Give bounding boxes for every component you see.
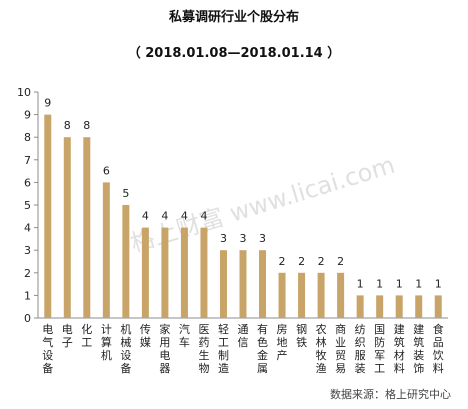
y-tick-label: 3 [24, 244, 31, 257]
x-tick-label: 通信 [238, 323, 249, 349]
bar [200, 227, 208, 318]
y-tick-label: 8 [24, 131, 31, 144]
bar [434, 295, 442, 318]
chart-title: 私募调研行业个股分布 [169, 9, 299, 25]
data-label: 4 [200, 210, 207, 223]
bar [337, 272, 345, 318]
bar [415, 295, 423, 318]
y-tick-label: 1 [24, 289, 31, 302]
x-tick-label: 农林牧渔 [316, 322, 327, 375]
bar [122, 205, 130, 318]
y-tick-label: 6 [24, 176, 31, 189]
bar [219, 250, 227, 318]
x-tick-label: 商业贸易 [335, 322, 346, 375]
bar [395, 295, 403, 318]
x-tick-label: 医药生物 [198, 323, 209, 375]
x-tick-label: 国防军工 [374, 323, 385, 375]
data-label: 3 [259, 232, 266, 245]
data-label: 9 [44, 97, 51, 110]
data-label: 2 [298, 255, 305, 268]
data-label: 1 [435, 277, 442, 290]
bar [376, 295, 384, 318]
y-tick-label: 2 [24, 267, 31, 280]
bar [83, 137, 91, 318]
x-tick-label: 建筑材料 [394, 322, 405, 375]
data-label: 3 [220, 232, 227, 245]
data-label: 3 [240, 232, 247, 245]
bar [278, 272, 286, 318]
data-label: 8 [64, 119, 71, 132]
bar [356, 295, 364, 318]
y-tick-label: 9 [24, 109, 31, 122]
x-tick-label: 食品饮料 [433, 322, 444, 375]
chart-subtitle: （ 2018.01.08—2018.01.14 ） [128, 45, 341, 61]
data-label: 8 [83, 119, 90, 132]
x-tick-label: 纺织服装 [355, 322, 366, 375]
data-label: 5 [122, 187, 129, 200]
bar [141, 227, 149, 318]
x-tick-label: 传媒 [140, 323, 151, 349]
x-tick-label: 机械设备 [120, 322, 131, 375]
x-axis-labels: 电气设备电子化工计算机机械设备传媒家用电器汽车医药生物轻工制造通信有色金属房地产… [42, 322, 443, 375]
bar [161, 227, 169, 318]
x-tick-label: 房地产 [277, 323, 288, 362]
data-label: 4 [161, 210, 168, 223]
data-label: 2 [337, 255, 344, 268]
x-tick-label: 有色金属 [257, 322, 268, 375]
x-tick-label: 电子 [62, 323, 73, 349]
data-label: 1 [396, 277, 403, 290]
data-label: 1 [376, 277, 383, 290]
data-label: 2 [318, 255, 325, 268]
x-tick-label: 计算机 [101, 323, 112, 362]
data-source: 数据来源：格上研究中心 [330, 387, 451, 401]
x-tick-label: 轻工制造 [218, 322, 229, 375]
bar [259, 250, 267, 318]
y-tick-label: 5 [24, 199, 31, 212]
data-label: 1 [415, 277, 422, 290]
x-tick-label: 化工 [81, 322, 92, 349]
data-label: 1 [357, 277, 364, 290]
bar [44, 114, 52, 318]
data-label: 2 [279, 255, 286, 268]
x-tick-label: 家用电器 [159, 322, 170, 375]
y-tick-label: 4 [24, 222, 31, 235]
bar [298, 272, 306, 318]
y-tick-label: 7 [24, 154, 31, 167]
data-label: 4 [142, 210, 149, 223]
data-label: 6 [103, 164, 110, 177]
data-label: 4 [181, 210, 188, 223]
bar [102, 182, 110, 318]
bar [239, 250, 247, 318]
x-tick-label: 汽车 [179, 322, 190, 349]
x-tick-label: 电气设备 [42, 323, 53, 375]
bar [63, 137, 71, 318]
x-tick-label: 钢铁 [296, 323, 307, 349]
y-tick-label: 0 [24, 312, 31, 325]
x-tick-label: 建筑装饰 [413, 322, 424, 375]
bar [317, 272, 325, 318]
y-tick-label: 10 [17, 86, 31, 99]
bar [180, 227, 188, 318]
